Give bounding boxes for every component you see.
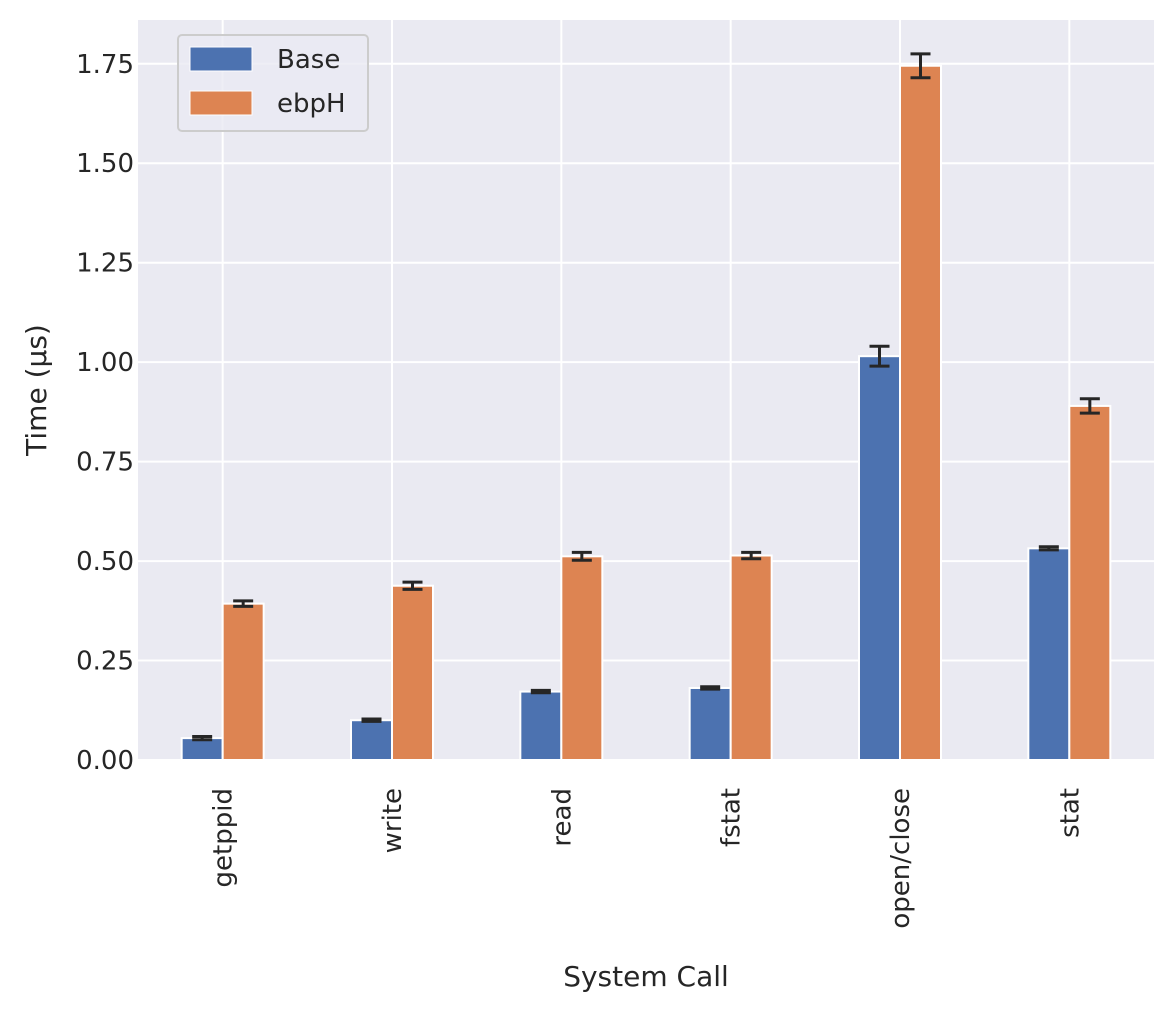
y-tick-label: 0.00 <box>76 746 134 776</box>
y-tick-label: 1.50 <box>76 149 134 179</box>
bar-base-getppid <box>180 737 224 762</box>
x-tick-label: open/close <box>886 788 916 929</box>
bars <box>180 64 1112 762</box>
bar-ebph-read <box>560 555 604 762</box>
x-tick-label: fstat <box>717 788 747 847</box>
bar-base-read <box>519 690 563 761</box>
plot-background <box>138 20 1154 760</box>
y-tick-label: 1.75 <box>76 50 134 80</box>
bar-ebph-getppid <box>221 602 265 761</box>
bar-ebph-stat <box>1068 404 1112 761</box>
bar-base-open-close <box>858 355 901 761</box>
legend-swatch-base <box>189 46 253 72</box>
y-tick-label: 1.00 <box>76 348 134 378</box>
bar-base-stat <box>1027 547 1071 762</box>
x-tick-label: getppid <box>209 788 239 887</box>
x-tick-label: stat <box>1055 788 1085 838</box>
y-tick-label: 1.25 <box>76 249 134 279</box>
y-tick-label: 0.50 <box>76 547 134 577</box>
bar-ebph-write <box>391 584 434 762</box>
bar-ebph-fstat <box>729 554 773 761</box>
y-tick-label: 0.75 <box>76 448 134 478</box>
y-tick-label: 0.25 <box>76 647 134 677</box>
legend-label-ebph: ebpH <box>277 89 346 119</box>
bar-base-write <box>350 719 393 761</box>
x-tick-label: read <box>547 788 577 847</box>
x-axis-title: System Call <box>563 960 729 993</box>
legend-label-base: Base <box>277 45 340 75</box>
x-tick-label: write <box>378 788 408 853</box>
y-axis-title: Time (μs) <box>20 324 53 457</box>
error-bars <box>192 52 1100 742</box>
bar-ebph-open-close <box>899 64 942 761</box>
x-tick-labels: getppid write read fstat open/close stat <box>209 788 1086 929</box>
y-tick-labels: 0.00 0.25 0.50 0.75 1.00 1.25 1.50 1.75 <box>76 50 134 776</box>
legend: Base ebpH <box>177 34 369 132</box>
legend-swatch-ebph <box>189 90 253 116</box>
bar-base-fstat <box>688 686 732 762</box>
